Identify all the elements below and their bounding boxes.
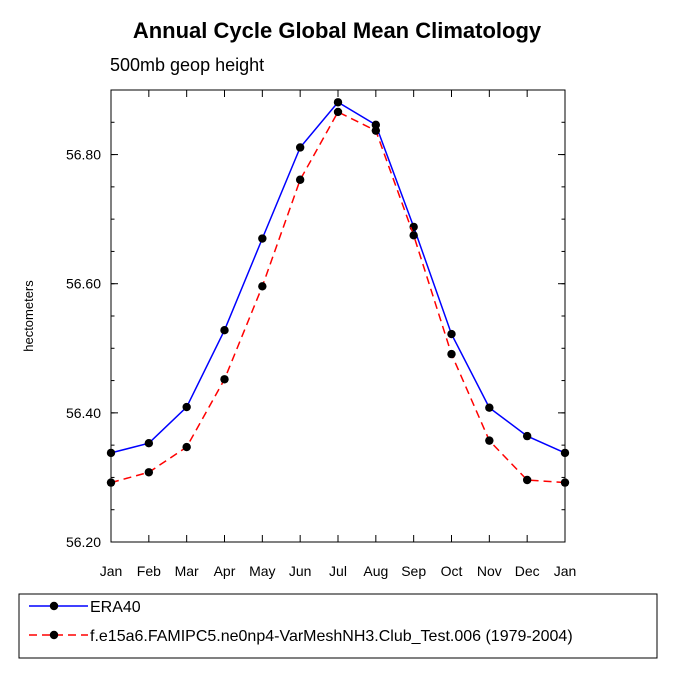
y-tick-label: 56.20 xyxy=(66,534,101,550)
data-point xyxy=(295,175,305,184)
series-era40 xyxy=(106,98,570,458)
axis-ticks xyxy=(110,89,566,543)
x-tick-label: Dec xyxy=(515,563,540,579)
data-point xyxy=(522,431,532,441)
data-point xyxy=(409,231,418,240)
x-tick-label: Apr xyxy=(214,563,236,579)
data-point xyxy=(220,375,229,384)
series-line xyxy=(110,110,566,484)
data-point xyxy=(295,143,305,152)
data-point xyxy=(560,478,570,487)
data-point xyxy=(485,436,494,445)
x-tick-label: Nov xyxy=(477,563,502,579)
y-tick-label: 56.60 xyxy=(66,276,101,292)
y-axis-label: hectometers xyxy=(21,280,36,352)
data-point xyxy=(560,448,570,458)
data-point xyxy=(447,329,456,339)
data-point xyxy=(106,448,116,458)
x-tick-label: Jan xyxy=(554,563,577,579)
x-tick-label: Jun xyxy=(289,563,312,579)
plot-frame xyxy=(110,89,566,543)
data-point xyxy=(333,107,343,117)
x-tick-label: Aug xyxy=(363,563,388,579)
legend-label: ERA40 xyxy=(90,599,141,616)
legend-marker xyxy=(49,601,59,611)
data-point xyxy=(485,403,494,412)
plot-border xyxy=(110,89,566,543)
series-model xyxy=(106,107,570,487)
data-point xyxy=(144,439,154,448)
x-tick-label: Sep xyxy=(401,563,426,579)
data-point xyxy=(258,234,267,243)
x-tick-label: Feb xyxy=(137,563,161,579)
y-tick-label: 56.80 xyxy=(66,147,101,163)
x-tick-label: Jan xyxy=(100,563,123,579)
data-point xyxy=(333,98,343,107)
data-point xyxy=(447,349,456,359)
data-point xyxy=(409,222,418,232)
legend: ERA40 f.e15a6.FAMIPC5.ne0np4-VarMeshNH3.C… xyxy=(18,593,658,659)
data-point xyxy=(371,120,381,130)
chart-subtitle: 500mb geop height xyxy=(110,55,264,75)
chart-title: Annual Cycle Global Mean Climatology xyxy=(133,18,542,43)
data-point xyxy=(182,442,191,452)
data-point xyxy=(371,126,381,135)
x-tick-label: May xyxy=(249,563,275,579)
legend-entry: f.e15a6.FAMIPC5.ne0np4-VarMeshNH3.Club_T… xyxy=(29,628,573,645)
x-tick-label: Mar xyxy=(175,563,199,579)
x-tick-label: Oct xyxy=(441,563,463,579)
tick-labels: Jan Feb Mar Apr May Jun Jul Aug Sep Oct Nov Dec Jan 5… xyxy=(66,147,576,579)
data-point xyxy=(144,468,154,477)
legend-label: f.e15a6.FAMIPC5.ne0np4-VarMeshNH3.Club_T… xyxy=(90,628,573,645)
legend-box xyxy=(18,593,658,659)
legend-marker xyxy=(49,630,59,640)
data-point xyxy=(258,282,267,291)
data-point xyxy=(182,402,191,412)
series-line xyxy=(110,101,566,454)
data-point xyxy=(220,326,229,335)
x-tick-label: Jul xyxy=(329,563,347,579)
data-point xyxy=(522,475,532,485)
series-group xyxy=(106,98,570,487)
legend-entry: ERA40 xyxy=(29,599,141,616)
y-tick-label: 56.40 xyxy=(66,405,101,421)
data-point xyxy=(106,478,116,487)
